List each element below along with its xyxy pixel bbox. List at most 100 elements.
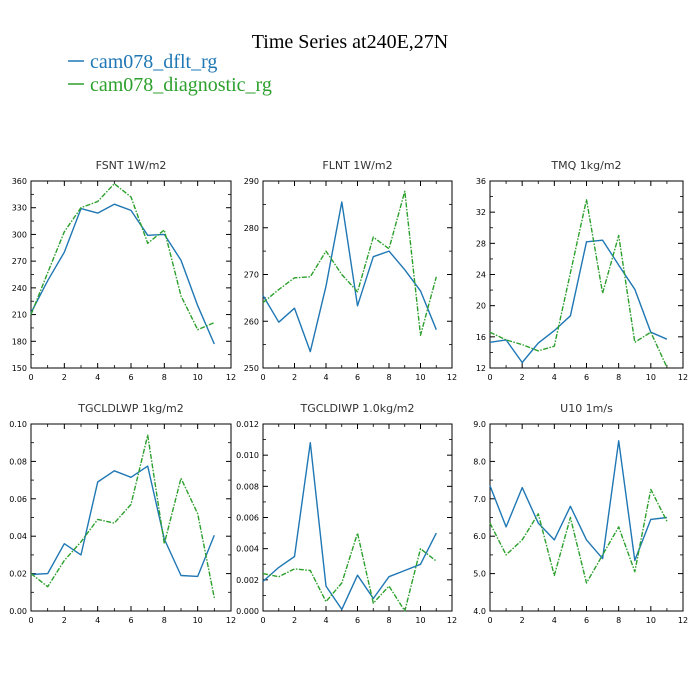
y-tick-label: 240 xyxy=(12,284,27,293)
y-tick-label: 36 xyxy=(476,177,486,186)
x-tick-label: 4 xyxy=(323,616,328,625)
plot-frame xyxy=(489,180,684,369)
y-tick-label: 12 xyxy=(476,364,486,373)
y-tick-label: 0.006 xyxy=(236,514,259,523)
y-tick-label: 270 xyxy=(12,257,27,266)
x-tick-label: 2 xyxy=(292,373,297,382)
series-line-dflt xyxy=(489,440,667,562)
x-tick-label: 10 xyxy=(646,373,656,382)
y-tick-label: 32 xyxy=(476,208,486,217)
y-tick-label: 0.00 xyxy=(9,607,27,616)
panel-title: FLNT 1W/m2 xyxy=(322,159,392,172)
x-tick-label: 0 xyxy=(260,616,265,625)
x-tick-label: 2 xyxy=(520,616,525,625)
x-tick-label: 10 xyxy=(193,616,203,625)
x-tick-label: 10 xyxy=(415,616,425,625)
y-tick-label: 4.0 xyxy=(473,607,486,616)
series-line-dflt xyxy=(30,465,215,578)
plot-frame xyxy=(30,423,232,612)
y-tick-label: 270 xyxy=(244,271,259,280)
panel-title: FSNT 1W/m2 xyxy=(96,159,167,172)
x-tick-label: 0 xyxy=(28,616,33,625)
series-line-dflt xyxy=(30,203,215,345)
series-line-dflt xyxy=(262,442,437,611)
x-tick-label: 2 xyxy=(292,616,297,625)
x-tick-label: 10 xyxy=(646,616,656,625)
y-tick-label: 7.0 xyxy=(473,495,486,504)
x-tick-label: 6 xyxy=(584,373,589,382)
y-tick-label: 0.08 xyxy=(9,457,27,466)
y-tick-label: 150 xyxy=(12,364,27,373)
y-tick-label: 260 xyxy=(244,317,259,326)
x-tick-label: 10 xyxy=(415,373,425,382)
series-line-diagnostic xyxy=(489,488,668,584)
y-tick-label: 20 xyxy=(476,302,486,311)
x-tick-label: 8 xyxy=(162,616,167,625)
panel-title: TGCLDIWP 1.0kg/m2 xyxy=(299,402,414,415)
y-tick-label: 16 xyxy=(476,333,486,342)
x-tick-label: 8 xyxy=(162,373,167,382)
x-tick-label: 0 xyxy=(487,616,492,625)
legend-label-dflt: cam078_dflt_rg xyxy=(90,51,217,73)
plot-frame xyxy=(262,180,453,369)
x-tick-label: 4 xyxy=(95,616,100,625)
series-line-diagnostic xyxy=(489,198,668,368)
x-tick-label: 6 xyxy=(355,373,360,382)
panels-group: FSNT 1W/m20 2 4 6 8 10 12150180210240270300330… xyxy=(9,159,688,625)
series-line-dflt xyxy=(262,201,437,353)
y-tick-label: 360 xyxy=(12,177,27,186)
x-tick-label: 2 xyxy=(62,373,67,382)
x-tick-label: 8 xyxy=(386,616,391,625)
x-tick-label: 12 xyxy=(447,616,457,625)
panel-1: FLNT 1W/m2 0 2 4 6 8 10 12 250 260 270 280 290 xyxy=(244,159,457,382)
y-tick-label: 300 xyxy=(12,230,27,239)
legend-label-diagnostic: cam078_diagnostic_rg xyxy=(90,74,272,96)
panel-title: U10 1m/s xyxy=(560,402,613,415)
y-tick-label: 0.04 xyxy=(9,532,27,541)
x-tick-label: 12 xyxy=(226,616,236,625)
series-line-diagnostic xyxy=(262,190,437,336)
panel-5: U10 1m/s 0 2 4 6 8 10 12 4.0 5.0 6.0 7.0 8.0 9.0 xyxy=(473,402,688,625)
x-tick-label: 0 xyxy=(260,373,265,382)
y-tick-label: 290 xyxy=(244,177,259,186)
panel-title: TMQ 1kg/m2 xyxy=(550,159,621,172)
figure-legend: cam078_dflt_rg cam078_diagnostic_rg xyxy=(68,51,272,96)
y-tick-label: 5.0 xyxy=(473,570,486,579)
panel-3: TGCLDLWP 1kg/m2 0 2 4 6 8 10 12 0.00 0.02 0.04 0.06… xyxy=(9,402,236,625)
x-tick-label: 2 xyxy=(520,373,525,382)
series-line-dflt xyxy=(489,239,668,364)
x-tick-label: 12 xyxy=(447,373,457,382)
plot-frame xyxy=(30,180,232,369)
series-line-diagnostic xyxy=(262,532,437,612)
panel-title: TGCLDLWP 1kg/m2 xyxy=(77,402,183,415)
series-line-diagnostic xyxy=(30,434,215,599)
y-tick-label: 0.002 xyxy=(236,576,259,585)
y-tick-label: 0.02 xyxy=(9,570,27,579)
x-tick-label: 12 xyxy=(226,373,236,382)
x-tick-label: 4 xyxy=(552,616,557,625)
x-tick-label: 8 xyxy=(616,373,621,382)
figure-title: Time Series at240E,27N xyxy=(252,31,448,53)
y-tick-label: 0.10 xyxy=(9,420,27,429)
y-tick-label: 0.010 xyxy=(236,451,259,460)
x-tick-label: 6 xyxy=(355,616,360,625)
y-tick-label: 0.008 xyxy=(236,482,259,491)
y-tick-label: 28 xyxy=(476,239,486,248)
x-tick-label: 0 xyxy=(487,373,492,382)
x-tick-label: 6 xyxy=(128,616,133,625)
x-tick-label: 12 xyxy=(678,616,688,625)
panel-0: FSNT 1W/m2 0 2 4 6 8 10 12 150 180 210 240 270 300 330… xyxy=(12,159,236,382)
y-tick-label: 9.0 xyxy=(473,420,486,429)
x-tick-label: 4 xyxy=(95,373,100,382)
y-tick-label: 8.0 xyxy=(473,457,486,466)
y-tick-label: 210 xyxy=(12,311,27,320)
x-tick-label: 8 xyxy=(616,616,621,625)
y-tick-label: 6.0 xyxy=(473,532,486,541)
y-tick-label: 24 xyxy=(476,271,486,280)
x-tick-label: 4 xyxy=(323,373,328,382)
y-tick-label: 180 xyxy=(12,337,27,346)
x-tick-label: 12 xyxy=(678,373,688,382)
y-tick-label: 330 xyxy=(12,204,27,213)
